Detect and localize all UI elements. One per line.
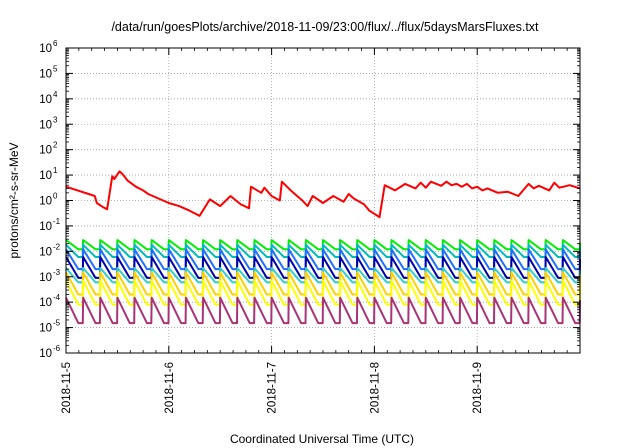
y-tick-label: 10 [39,221,52,233]
y-tick-label: 10 [39,297,52,309]
series-lines [65,170,581,325]
y-tick-label: 10 [39,43,52,55]
x-tick-label: 2018-11-7 [267,362,279,414]
y-tick-label: 10 [39,94,52,106]
x-tick-labels: 2018-11-5 2018-11-6 2018-11-7 2018-11-8 2018… [61,362,484,414]
series-line [65,296,581,325]
y-tick-exponent: -3 [53,268,61,277]
y-tick-label: 10 [39,246,52,258]
series-line [65,248,581,271]
y-axis-label: protons/cm²-s-sr-MeV [7,142,21,258]
series-line [65,271,581,296]
y-tick-label: 10 [39,196,52,208]
y-tick-exponent: 4 [53,90,58,99]
y-tick-exponent: -1 [53,217,61,226]
series-line [65,170,581,219]
y-tick-label: 10 [39,272,52,284]
y-tick-exponent: 5 [53,64,58,73]
ticks [65,47,580,354]
y-tick-exponent: -5 [53,319,61,328]
y-tick-label: 10 [39,170,52,182]
y-tick-exponent: -4 [53,293,61,302]
chart-title: /data/run/goesPlots/archive/2018-11-09/2… [111,20,539,34]
series-line [65,279,581,306]
y-tick-exponent: 6 [53,39,58,48]
x-tick-label: 2018-11-9 [472,362,484,414]
x-tick-label: 2018-11-8 [369,362,381,414]
y-tick-exponent: 1 [53,166,58,175]
y-tick-label: 10 [39,323,52,335]
y-tick-exponent: -2 [53,242,61,251]
y-tick-labels: 10 -610 -510 -410 -310 -210 -110 010 110 210 310 41… [39,39,60,360]
series-line [65,267,581,284]
y-tick-exponent: 2 [53,141,58,150]
x-tick-label: 2018-11-6 [164,362,176,414]
x-axis-label: Coordinated Universal Time (UTC) [230,432,414,446]
series-line [65,256,581,279]
y-tick-exponent: -6 [53,344,61,353]
y-tick-exponent: 3 [53,115,58,124]
series-line [65,239,581,251]
y-tick-label: 10 [39,145,52,157]
y-tick-label: 10 [39,348,52,360]
y-tick-label: 10 [39,119,52,131]
y-tick-label: 10 [39,68,52,80]
y-tick-exponent: 0 [53,192,58,201]
x-tick-label: 2018-11-5 [61,362,73,414]
series-line [65,243,581,258]
